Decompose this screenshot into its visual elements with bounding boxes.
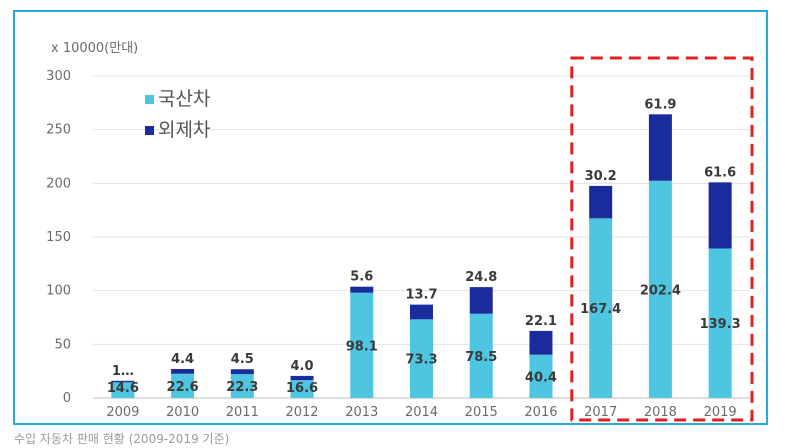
data-label-domestic: 16.6 <box>286 381 318 396</box>
data-label-imported: 4.5 <box>231 352 254 367</box>
bar-domestic <box>171 373 195 398</box>
bar-domestic <box>708 248 732 398</box>
bar-imported <box>469 287 493 314</box>
data-label-imported: 1… <box>112 364 134 379</box>
bar-imported <box>230 369 254 375</box>
x-tick-label: 2015 <box>465 405 498 420</box>
bar-domestic <box>350 292 374 398</box>
y-tick-label: 150 <box>46 230 71 245</box>
legend-label: 외제차 <box>158 119 210 141</box>
x-tick-label: 2018 <box>644 405 677 420</box>
bar-domestic <box>230 374 254 398</box>
bar-domestic <box>290 380 314 398</box>
bar-imported <box>708 182 732 249</box>
x-tick-label: 2016 <box>524 405 557 420</box>
bar-imported <box>350 286 374 293</box>
y-axis-label: x 10000(만대) <box>51 41 138 56</box>
data-label-imported: 22.1 <box>525 314 557 329</box>
data-label-imported: 61.9 <box>644 97 676 112</box>
x-tick-label: 2017 <box>584 405 617 420</box>
y-tick-label: 200 <box>46 176 71 191</box>
stacked-bar-chart: x 10000(만대) 0 50 100 150 200 250 300 2009 14.6 1… 2… <box>46 41 754 422</box>
data-label-domestic: 22.6 <box>167 380 199 395</box>
data-label-domestic: 202.4 <box>640 283 681 298</box>
x-tick-label: 2019 <box>704 405 737 420</box>
chart-frame: x 10000(만대) 0 50 100 150 200 250 300 2009 14.6 1… 2… <box>13 10 768 425</box>
bar-imported <box>111 380 135 383</box>
caption: 수입 자동차 판매 현황 (2009-2019 기준) <box>14 432 230 446</box>
bar-imported <box>290 375 314 381</box>
bar-imported <box>648 114 672 181</box>
bar-domestic <box>410 319 433 398</box>
x-tick-label: 2014 <box>405 405 438 420</box>
data-label-imported: 30.2 <box>585 169 617 184</box>
y-tick-label: 50 <box>54 337 71 352</box>
y-tick-label: 300 <box>46 69 71 84</box>
data-label-imported: 4.4 <box>171 352 194 367</box>
data-label-domestic: 98.1 <box>346 339 378 354</box>
data-label-imported: 24.8 <box>465 270 497 285</box>
data-label-domestic: 40.4 <box>525 370 557 385</box>
y-tick-label: 100 <box>46 284 71 299</box>
data-label-domestic: 73.3 <box>405 353 437 368</box>
legend-label: 국산차 <box>158 88 210 110</box>
legend-swatch <box>145 95 154 104</box>
bar-imported <box>410 304 433 320</box>
bar-domestic <box>589 218 613 398</box>
x-tick-label: 2012 <box>285 405 318 420</box>
data-label-imported: 61.6 <box>704 165 736 180</box>
legend-swatch <box>145 126 154 135</box>
data-label-imported: 5.6 <box>350 270 373 285</box>
data-label-domestic: 139.3 <box>700 317 741 332</box>
bar-domestic <box>648 180 672 398</box>
data-label-imported: 13.7 <box>405 288 437 303</box>
data-label-domestic: 14.6 <box>107 381 139 396</box>
bar-domestic <box>469 313 493 398</box>
bar-imported <box>529 330 553 355</box>
bar-imported <box>171 369 195 374</box>
data-label-domestic: 22.3 <box>226 380 258 395</box>
bar-domestic <box>529 354 553 398</box>
bar-domestic <box>111 382 135 398</box>
x-tick-label: 2009 <box>106 405 139 420</box>
highlight-box <box>570 56 754 422</box>
data-label-domestic: 167.4 <box>580 302 621 317</box>
y-tick-label: 0 <box>63 391 71 406</box>
data-label-domestic: 78.5 <box>465 350 497 365</box>
bar-imported <box>589 185 613 219</box>
x-tick-label: 2011 <box>226 405 259 420</box>
y-tick-label: 250 <box>46 123 71 138</box>
x-tick-label: 2013 <box>345 405 378 420</box>
x-tick-label: 2010 <box>166 405 199 420</box>
data-label-imported: 4.0 <box>291 359 314 374</box>
